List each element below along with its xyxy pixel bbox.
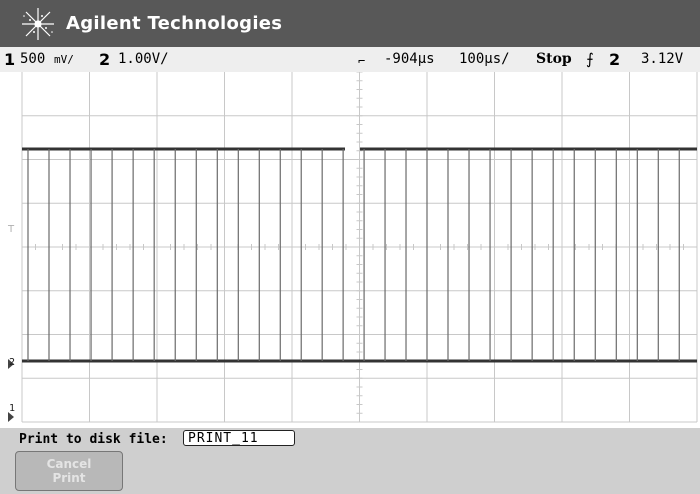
time-scale: 100µs/ [459, 51, 510, 67]
ch1-marker-label: 1 [9, 403, 15, 414]
cancel-print-line2: Print [52, 471, 86, 485]
trigger-channel: 2 [609, 50, 621, 69]
trigger-edge-icon: ⨍ [586, 50, 594, 68]
ch2-marker-label: 2 [9, 357, 15, 368]
ch2-scale: 1.00V/ [118, 51, 169, 67]
header-bar: Agilent Technologies [0, 0, 700, 47]
run-state: Stop [536, 51, 572, 67]
print-to-disk-label: Print to disk file: [19, 432, 168, 447]
trigger-level: 3.12V [641, 51, 684, 67]
ch1-unit: mV/ [54, 53, 74, 66]
trigger-level-label: T [7, 224, 15, 235]
brand-name: Agilent Technologies [66, 13, 283, 34]
ground-marker-ch2: 2 [8, 357, 15, 369]
time-delay: -904µs [384, 51, 435, 67]
print-filename-field[interactable]: PRINT_11 [183, 430, 295, 446]
softkey-bar: Print to disk file: PRINT_11 Cancel Prin… [0, 428, 700, 494]
cancel-print-button[interactable]: Cancel Print [15, 451, 123, 491]
trigger-position-icon: ⌐ [358, 54, 366, 68]
agilent-spark-logo [22, 8, 54, 40]
ch1-scale: 500 [20, 51, 46, 67]
ground-marker-ch1: 1 [8, 403, 15, 422]
ch2-number: 2 [99, 50, 111, 69]
ch1-number: 1 [4, 50, 16, 69]
waveform-trace [22, 147, 697, 363]
status-line: 1 500 mV/ 2 1.00V/ ⌐ -904µs 100µs/ Stop … [0, 47, 700, 72]
cancel-print-line1: Cancel [46, 457, 92, 471]
trigger-level-marker: T [7, 224, 15, 235]
waveform-display: 2 T 1 [0, 72, 700, 428]
